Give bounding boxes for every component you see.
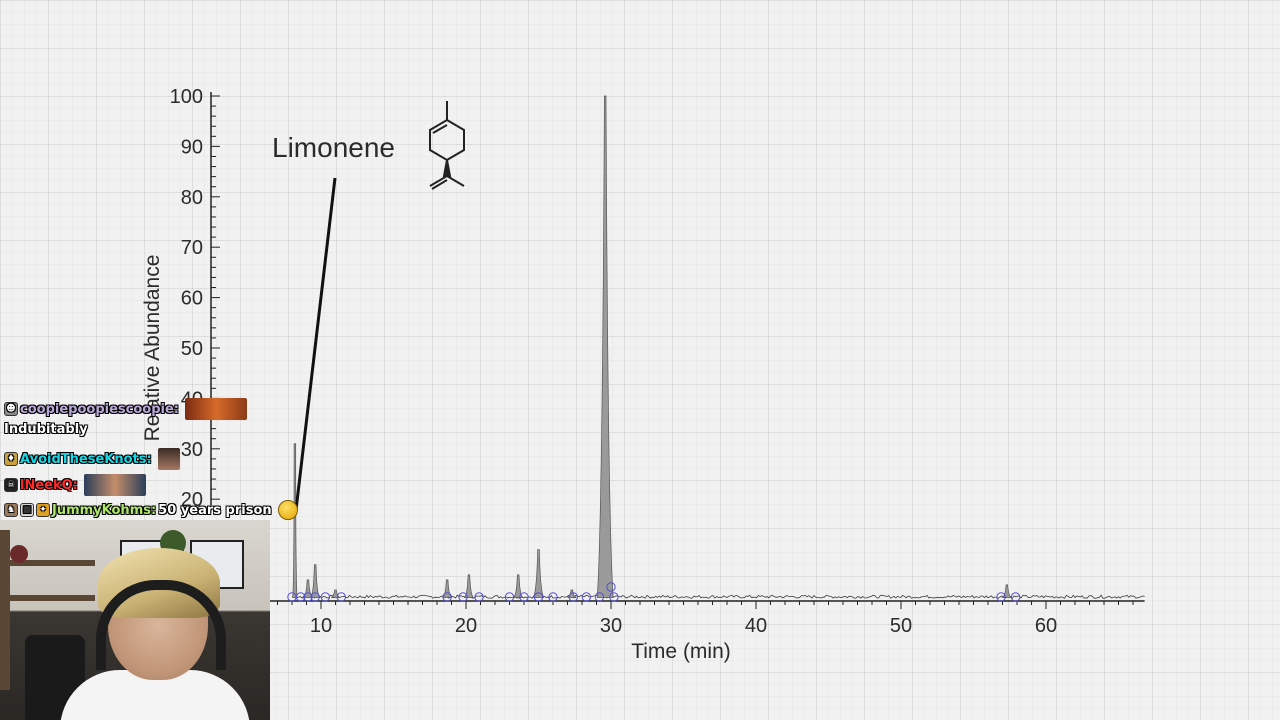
webcam-shelf xyxy=(0,595,95,601)
chat-line: Indubitably xyxy=(4,422,88,437)
peak-boundary-marker xyxy=(320,592,331,602)
user-badge-icon: ✦ xyxy=(36,503,50,517)
peak-boundary-marker xyxy=(519,592,529,602)
webcam-shelf xyxy=(0,560,95,566)
user-badge-icon: ♦ xyxy=(4,452,18,466)
chat-username: lNeekQ: xyxy=(20,477,78,493)
webcam-plant xyxy=(10,545,28,563)
chat-username: coopiepoopiescoopie: xyxy=(20,401,179,417)
peak-boundary-marker xyxy=(442,592,452,602)
webcam-shelf xyxy=(0,530,10,690)
chat-line: ☻ coopiepoopiescoopie: xyxy=(4,398,247,420)
peak-boundary-marker xyxy=(606,582,616,592)
x-tick-label: 60 xyxy=(1035,615,1057,637)
chat-message: 50 years prison xyxy=(158,502,272,518)
chromatogram-peak xyxy=(596,95,614,598)
peak-boundary-marker xyxy=(336,592,346,602)
x-tick-label: 40 xyxy=(745,615,767,637)
y-tick-label: 70 xyxy=(181,237,203,259)
emote-image-icon xyxy=(83,474,146,496)
peak-boundary-marker xyxy=(474,592,484,602)
y-axis-title: Relative Abundance xyxy=(141,255,164,442)
y-tick-label: 50 xyxy=(181,338,203,360)
user-badge-icon: ☻ xyxy=(4,402,18,416)
peak-boundary-marker xyxy=(303,592,313,602)
limonene-pointer-line xyxy=(294,177,337,511)
peak-boundary-marker xyxy=(310,592,320,602)
x-tick-label: 10 xyxy=(310,615,332,637)
emote-image-icon xyxy=(157,448,180,470)
peak-boundary-marker xyxy=(996,592,1006,602)
peak-boundary-marker xyxy=(458,592,468,602)
headset-icon xyxy=(96,580,226,670)
limonene-structure-icon xyxy=(429,101,465,190)
chromatogram-peak xyxy=(463,574,474,598)
chromatogram-peak xyxy=(292,443,298,598)
chat-username: AvoidTheseKnots: xyxy=(20,451,152,467)
emoji-face-icon xyxy=(277,500,298,520)
peak-boundary-marker xyxy=(296,592,306,602)
y-tick-label: 100 xyxy=(170,86,203,108)
chat-line: ☠ lNeekQ: xyxy=(4,474,146,496)
peak-boundary-marker xyxy=(548,592,558,602)
y-tick-label: 80 xyxy=(181,187,203,209)
chat-message: Indubitably xyxy=(4,422,88,437)
y-tick-label: 20 xyxy=(181,489,203,511)
skull-badge-icon: ☠ xyxy=(4,478,18,492)
emote-image-icon xyxy=(184,398,247,420)
chromatogram-peak xyxy=(1001,584,1013,598)
peak-boundary-marker xyxy=(1010,592,1021,602)
peaks-layer xyxy=(291,95,1145,599)
user-badge-icon: ■ xyxy=(20,503,34,517)
y-tick-label: 90 xyxy=(181,136,203,158)
peak-markers-layer xyxy=(287,582,1021,602)
chromatogram-peak xyxy=(513,574,524,598)
x-tick-label: 30 xyxy=(600,615,622,637)
user-badge-icon: ♞ xyxy=(4,503,18,517)
webcam-overlay xyxy=(0,520,270,720)
x-tick-label: 20 xyxy=(455,615,477,637)
peak-boundary-marker xyxy=(581,592,592,602)
x-axis-title: Time (min) xyxy=(631,640,731,663)
peak-boundary-marker xyxy=(594,592,605,602)
y-tick-label: 60 xyxy=(181,288,203,310)
x-axis: 10 20 30 40 50 60 xyxy=(257,600,1145,637)
chat-username: JummyKohms: xyxy=(52,502,157,518)
peak-boundary-marker xyxy=(609,592,619,602)
x-tick-label: 50 xyxy=(890,615,912,637)
chat-line: ♞ ■ ✦ JummyKohms: 50 years prison xyxy=(4,500,298,520)
baseline-trace xyxy=(291,594,1145,599)
y-tick-label: 30 xyxy=(181,439,203,461)
limonene-label: Limonene xyxy=(272,132,395,163)
chat-line: ♦ AvoidTheseKnots: xyxy=(4,448,180,470)
peak-boundary-marker xyxy=(533,592,544,602)
chromatogram-peak xyxy=(532,549,545,598)
peak-boundary-marker xyxy=(504,592,515,602)
peak-boundary-marker xyxy=(568,592,578,602)
